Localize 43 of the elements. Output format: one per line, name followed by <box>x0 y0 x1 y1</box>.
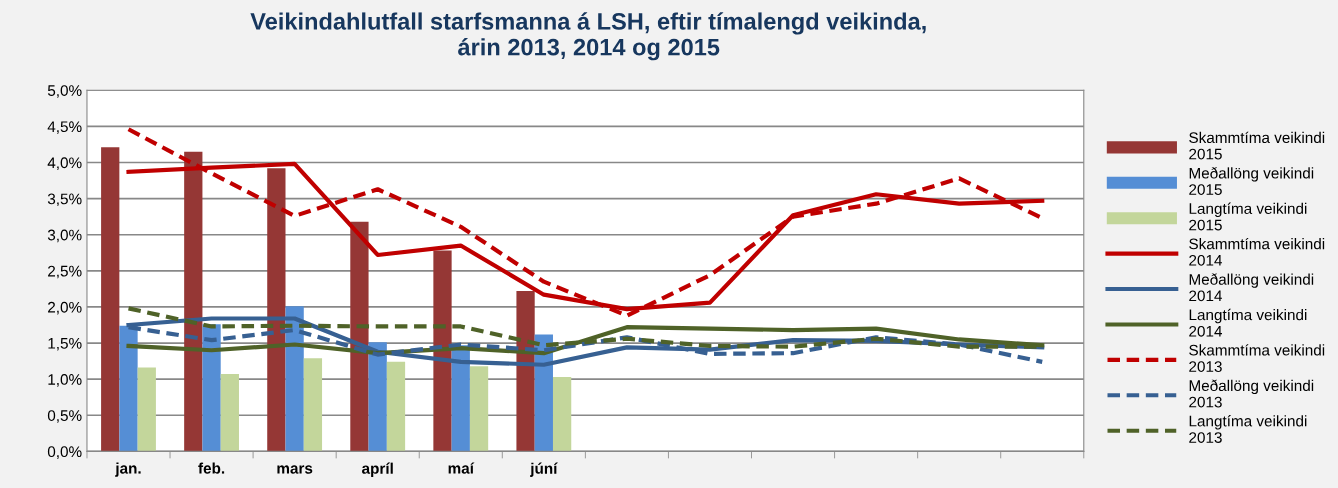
y-tick-label: 2,0% <box>48 301 82 315</box>
legend-label: Langtíma veikindi 2013 <box>1189 415 1307 443</box>
y-tick-label: 1,5% <box>48 338 82 351</box>
legend-label: Skammtíma veikindi 2015 <box>1189 131 1325 160</box>
bar <box>101 147 120 452</box>
x-tick-label: apríl <box>362 462 393 477</box>
legend-label: Meðallöng veikindi 2013 <box>1189 379 1314 408</box>
x-tick-label: jan. <box>115 462 141 477</box>
bar <box>386 361 406 452</box>
y-tick-label: 1,0% <box>48 374 82 387</box>
y-tick-label: 4,5% <box>47 121 82 134</box>
bar <box>516 291 535 452</box>
bar <box>119 325 138 452</box>
legend-label: Langtíma veikindi 2014 <box>1189 308 1307 337</box>
legend-label: Langtíma veikindi 2015 <box>1189 202 1307 231</box>
chart-title: Veikindahlutfall starfsmanna á LSH, eftir tímalengd veikinda, árin 2013, 2014 og 2015 <box>250 12 926 61</box>
x-tick-label: feb. <box>198 462 225 474</box>
legend-label: Meðallöng veikindi 2014 <box>1189 273 1314 302</box>
bar <box>552 377 572 452</box>
y-tick-label: 5,0% <box>47 85 82 98</box>
y-tick-label: 3,0% <box>47 229 82 243</box>
y-tick-label: 3,5% <box>47 193 82 207</box>
legend-label: Skammtíma veikindi 2014 <box>1189 237 1325 266</box>
bar <box>202 324 221 452</box>
bar <box>137 367 156 452</box>
bar <box>350 221 369 452</box>
bar <box>220 374 239 452</box>
bar <box>469 366 489 452</box>
legend-label: Skammtíma veikindi 2013 <box>1189 344 1325 372</box>
bar <box>184 151 203 452</box>
bar <box>451 345 470 452</box>
x-tick-label: júní <box>530 462 558 477</box>
bar <box>267 168 286 452</box>
legend-label: Meðallöng veikindi 2015 <box>1189 167 1314 195</box>
bar <box>433 250 452 452</box>
y-tick-label: 4,0% <box>47 157 82 170</box>
bar <box>303 358 323 452</box>
y-tick-label: 2,5% <box>48 265 82 279</box>
x-tick-label: mars <box>277 465 313 474</box>
y-tick-label: 0,5% <box>47 410 82 423</box>
y-tick-label: 0,0% <box>47 446 82 459</box>
x-tick-label: maí <box>448 462 475 474</box>
bar <box>368 342 387 452</box>
